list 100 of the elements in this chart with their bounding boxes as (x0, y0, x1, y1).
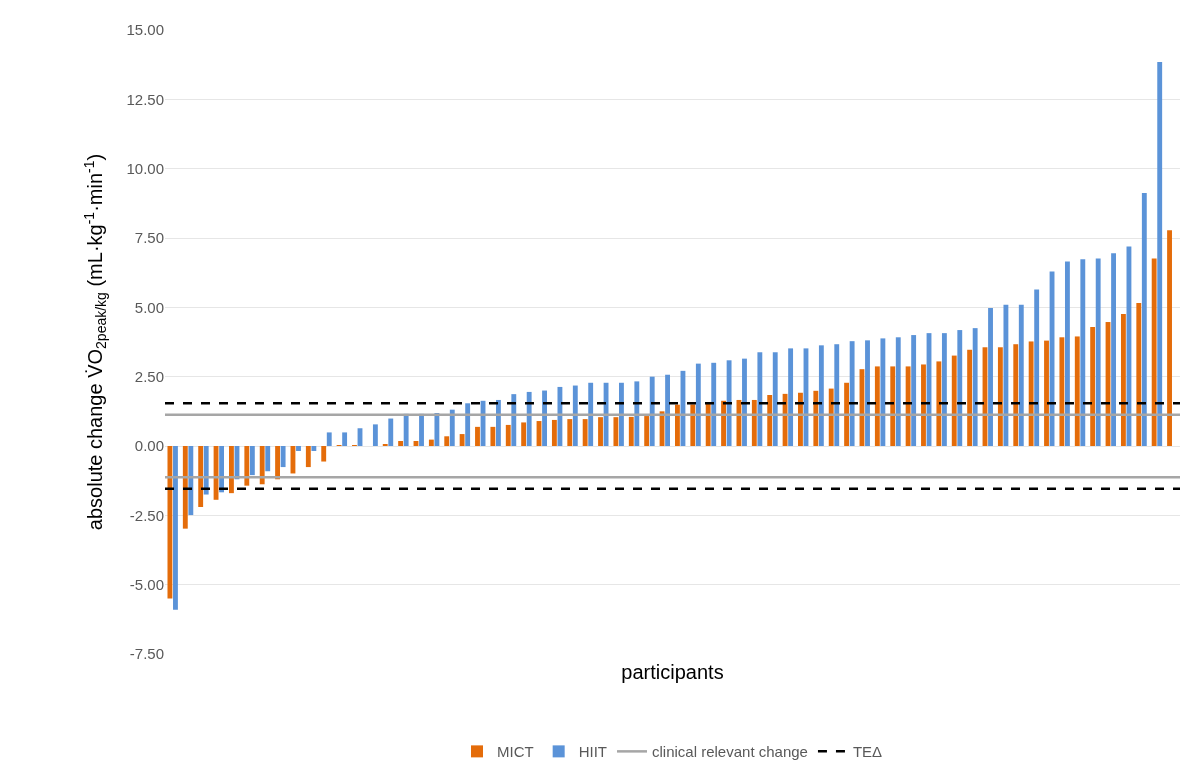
bar (1090, 327, 1096, 446)
bar (951, 355, 957, 446)
bar (628, 416, 634, 446)
bar (1136, 302, 1142, 446)
bar (711, 362, 717, 446)
bar (613, 417, 619, 446)
bar (280, 446, 286, 468)
bar (798, 392, 803, 446)
bar (957, 330, 963, 446)
bar (936, 361, 942, 446)
bar (388, 418, 394, 446)
bar (865, 340, 870, 446)
bar (818, 345, 824, 446)
bar (788, 348, 794, 446)
y-tick-label: 2.50 (134, 367, 164, 385)
bar (767, 394, 773, 446)
bar (229, 446, 234, 494)
bar (1157, 61, 1163, 446)
bar (1034, 289, 1040, 446)
bar (849, 341, 855, 446)
bar (742, 358, 747, 446)
bar (1059, 337, 1065, 446)
bar (782, 393, 788, 446)
bar (203, 446, 209, 495)
bar (997, 347, 1003, 446)
bar (1111, 253, 1116, 446)
bar (167, 446, 173, 599)
bar (449, 409, 455, 446)
bar (551, 419, 557, 446)
bar (434, 413, 440, 446)
y-tick-label: 12.50 (126, 90, 164, 108)
bar (972, 328, 978, 446)
bar (880, 338, 886, 446)
bar (1167, 230, 1172, 446)
bar (188, 446, 194, 516)
bar (557, 386, 563, 446)
bar (695, 363, 701, 446)
bar (182, 446, 188, 529)
bar (249, 446, 255, 476)
bar (198, 446, 204, 508)
bar (726, 360, 732, 446)
y-tick-label: -7.50 (129, 645, 164, 663)
legend-label: clinical relevant change (652, 743, 808, 761)
bar (419, 413, 424, 446)
y-tick-label: 10.00 (126, 159, 164, 177)
bar (603, 382, 609, 446)
bar (828, 388, 834, 446)
bar (1028, 341, 1034, 446)
bar (905, 366, 911, 446)
y-tick-label: 15.00 (126, 21, 164, 39)
bar (321, 446, 327, 462)
bar (173, 446, 178, 610)
bar (890, 366, 896, 446)
y-tick-label: -5.00 (129, 575, 164, 593)
bar (988, 307, 993, 446)
x-axis-title: participants (621, 660, 724, 683)
bar (495, 399, 501, 446)
bar (1013, 344, 1019, 446)
bar (1080, 259, 1086, 446)
bar (1003, 304, 1009, 446)
bar (459, 434, 465, 446)
bar (619, 382, 624, 446)
bar (757, 352, 763, 446)
bar (844, 382, 850, 446)
bar (967, 349, 973, 446)
bar (572, 385, 578, 446)
bar (649, 376, 655, 446)
y-tick-label: 7.50 (134, 229, 164, 247)
bar (813, 390, 819, 446)
bar (721, 400, 726, 446)
bar (674, 404, 680, 446)
bar (428, 439, 434, 446)
bar (542, 390, 547, 446)
bar (582, 419, 588, 446)
y-tick-label: 5.00 (134, 298, 164, 316)
bar (895, 337, 901, 446)
bar (326, 432, 332, 446)
bar (911, 335, 917, 446)
bar (1120, 313, 1126, 446)
bar (311, 446, 317, 451)
bar (465, 403, 471, 446)
bar (1095, 258, 1101, 446)
bar (475, 426, 480, 446)
bar (634, 381, 640, 446)
bar (941, 333, 947, 446)
bar (265, 446, 271, 472)
bar (567, 419, 573, 446)
bar (598, 417, 603, 446)
bar (1074, 336, 1080, 446)
bar (1064, 261, 1070, 446)
bar (244, 446, 250, 486)
bar (921, 364, 926, 446)
bar (1141, 193, 1147, 446)
bar (305, 446, 311, 468)
bar (342, 432, 348, 446)
legend-label: MICT (497, 743, 534, 761)
bar (1018, 304, 1024, 446)
bar (259, 446, 265, 485)
legend-label: TEΔ (852, 743, 883, 761)
bar (834, 344, 840, 446)
